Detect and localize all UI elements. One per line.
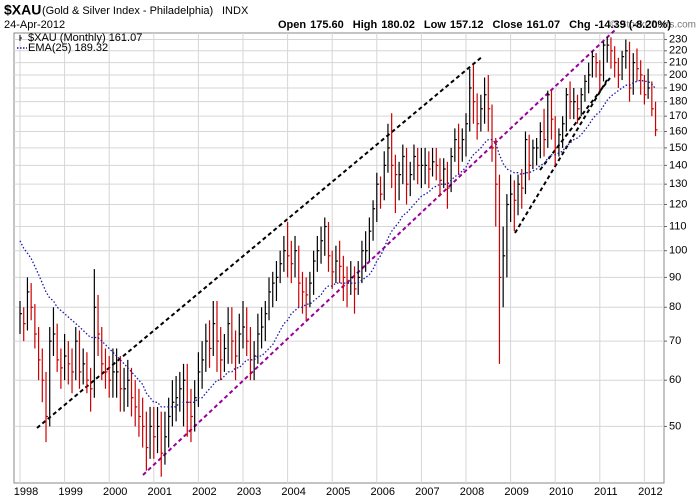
x-tick-label: 2006	[371, 486, 395, 498]
y-tick-label: 230	[669, 33, 687, 45]
watermark: © StockCharts.com	[610, 20, 696, 31]
quote-value: -14.39 (-8.20%)	[595, 19, 672, 31]
x-tick-label: 2012	[638, 486, 662, 498]
quote-value: 180.02	[381, 19, 415, 31]
legend-label: EMA(25) 189.32	[28, 42, 108, 54]
x-tick-label: 2005	[326, 486, 350, 498]
quote-value: 175.60	[310, 19, 344, 31]
x-tick-label: 2004	[281, 486, 305, 498]
ema-line	[19, 79, 657, 408]
trendline	[514, 79, 608, 234]
marks	[19, 37, 658, 477]
symbol: $XAU	[4, 2, 41, 18]
trendline	[539, 77, 611, 171]
x-tick-label: 2011	[594, 486, 618, 498]
trendline	[36, 55, 484, 429]
x-tick-label: 2007	[415, 486, 439, 498]
quote-label: High	[353, 19, 378, 31]
y-tick-label: 140	[669, 159, 687, 171]
y-tick-label: 160	[669, 125, 687, 137]
y-tick-label: 110	[669, 220, 687, 232]
index-name: (Gold & Silver Index - Philadelphia)	[42, 5, 213, 17]
quote-value: 157.12	[450, 19, 484, 31]
date: 24-Apr-2012	[4, 19, 65, 31]
x-tick-label: 2003	[237, 486, 261, 498]
y-tick-label: 210	[669, 56, 687, 68]
trendline	[142, 29, 616, 476]
y-tick-label: 90	[669, 271, 681, 283]
quote-value: 161.07	[527, 19, 561, 31]
x-tick-label: 2001	[148, 486, 172, 498]
y-tick-label: 180	[669, 96, 687, 108]
x-tick-label: 2000	[103, 486, 127, 498]
quote-label: Low	[424, 19, 446, 31]
y-tick-label: 100	[669, 245, 687, 257]
y-tick-label: 50	[669, 420, 681, 432]
y-tick-label: 70	[669, 335, 681, 347]
y-tick-label: 200	[669, 69, 687, 81]
y-tick-label: 220	[669, 45, 687, 57]
y-tick-label: 170	[669, 110, 687, 122]
x-tick-label: 2002	[192, 486, 216, 498]
y-tick-label: 190	[669, 82, 687, 94]
y-tick-label: 150	[669, 142, 687, 154]
trendlines	[36, 29, 616, 476]
quote-label: Open	[278, 19, 306, 31]
y-tick-label: 130	[669, 178, 687, 190]
y-tick-label: 60	[669, 374, 681, 386]
legend-label: $XAU (Monthly) 161.07	[28, 32, 142, 44]
y-tick-label: 120	[669, 198, 687, 210]
quote-label: Chg	[569, 19, 590, 31]
grid: 50 60 70 80 90 100 110 120 130 140 150 160 170 180 190…	[14, 33, 687, 498]
x-tick-label: 2009	[504, 486, 528, 498]
quote-bar: Open 175.60 High 180.02 Low 157.12 Close 161.07…	[278, 19, 671, 31]
x-tick-label: 2008	[460, 486, 484, 498]
quote-label: Close	[493, 19, 523, 31]
y-tick-label: 80	[669, 301, 681, 313]
x-tick-label: 1998	[14, 486, 38, 498]
x-tick-label: 2010	[549, 486, 573, 498]
x-tick-label: 1999	[58, 486, 82, 498]
exchange: INDX	[222, 5, 249, 17]
